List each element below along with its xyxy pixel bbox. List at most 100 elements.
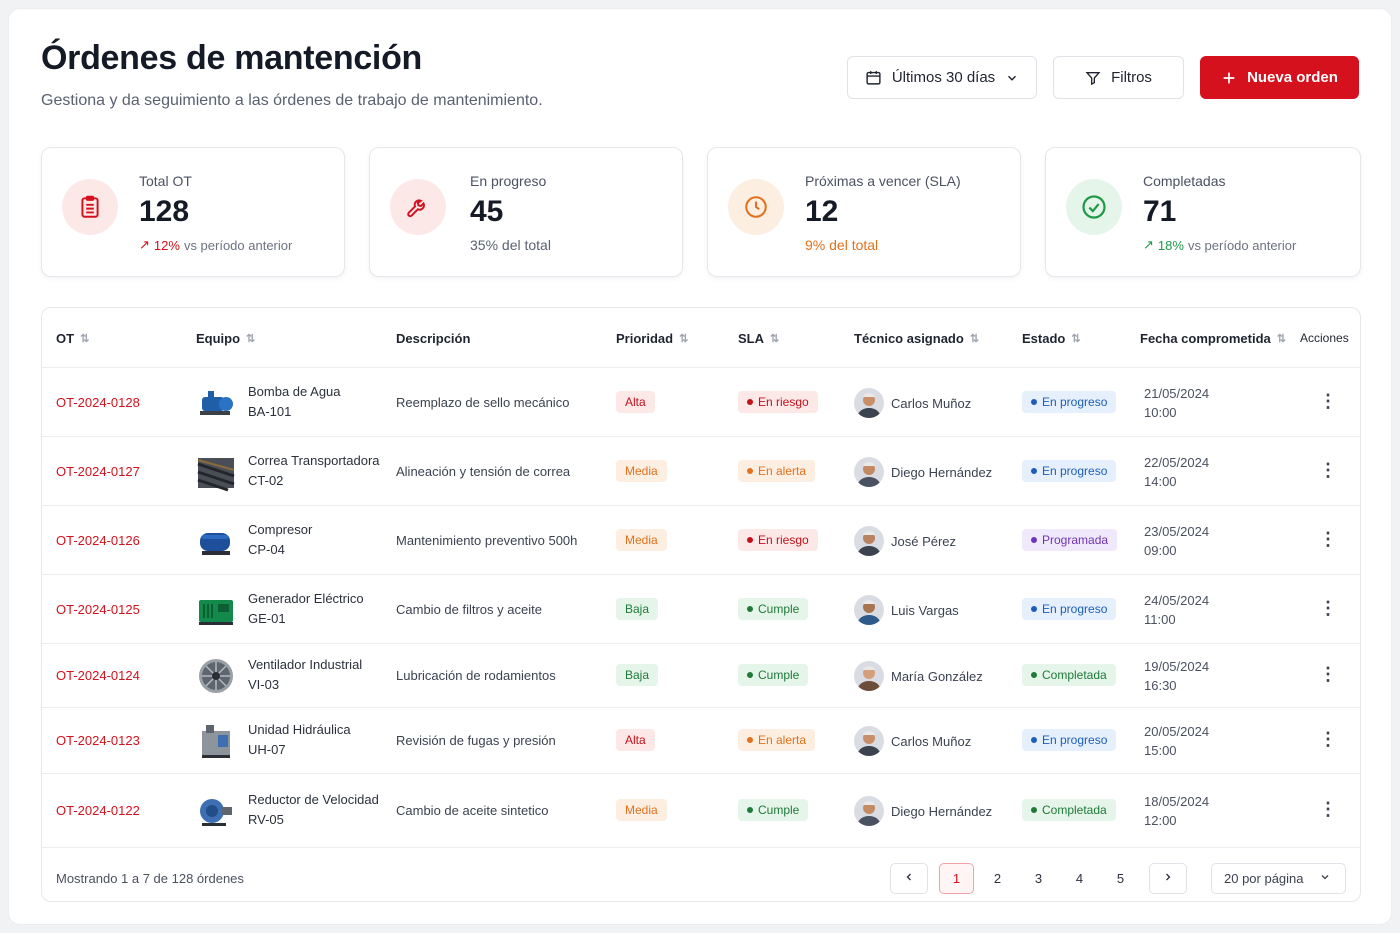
priority-badge: Alta [616, 390, 655, 413]
avatar [854, 796, 884, 826]
due-time: 10:00 [1144, 404, 1177, 420]
date-range-dropdown[interactable]: Últimos 30 días [847, 56, 1037, 99]
column-tecnico[interactable]: Técnico asignado ⇅ [854, 331, 979, 346]
description: Cambio de aceite sintetico [396, 803, 549, 818]
ot-link[interactable]: OT-2024-0125 [56, 601, 140, 617]
more-actions-icon[interactable]: ⋮ [1319, 390, 1337, 411]
due-time: 14:00 [1144, 473, 1177, 489]
column-ot[interactable]: OT ⇅ [56, 331, 89, 346]
kpi-label: Total OT [139, 173, 192, 189]
page-3-button[interactable]: 3 [1034, 871, 1043, 886]
equipment-code: CT-02 [248, 472, 284, 488]
page-title: Órdenes de mantención [41, 39, 423, 77]
kpi-in-progress: En progreso 45 35% del total [369, 147, 683, 277]
page-header: Órdenes de mantención Gestiona y da segu… [41, 39, 543, 110]
sort-icon: ⇅ [246, 333, 256, 345]
ot-link[interactable]: OT-2024-0123 [56, 733, 140, 748]
sla-label: Cumple [758, 668, 800, 682]
due-time: 16:30 [1144, 678, 1177, 693]
column-sla[interactable]: SLA ⇅ [738, 331, 779, 346]
equipment-image [196, 452, 236, 492]
page-4-button[interactable]: 4 [1075, 871, 1084, 886]
more-actions-icon[interactable]: ⋮ [1319, 459, 1337, 480]
chevron-left-icon [903, 871, 915, 886]
equipment-name: Ventilador Industrial [248, 657, 363, 672]
equipment-name: Bomba de Agua [248, 383, 341, 399]
column-fecha[interactable]: Fecha comprometida ⇅ [1140, 331, 1286, 346]
ot-link[interactable]: OT-2024-0128 [56, 394, 140, 410]
technician-name: Diego Hernández [891, 464, 993, 480]
due-date: 21/05/2024 [1144, 385, 1210, 401]
avatar [854, 387, 884, 418]
status-label: Completada [1042, 668, 1107, 682]
ot-link[interactable]: OT-2024-0126 [56, 532, 140, 548]
equipment-name: Unidad Hidráulica [248, 722, 351, 737]
plus-icon [1221, 70, 1237, 86]
status-badge: En progreso [1022, 459, 1117, 482]
chevron-down-icon [1319, 871, 1331, 886]
avatar [854, 456, 884, 487]
description: Lubricación de rodamientos [396, 668, 556, 683]
more-actions-icon[interactable]: ⋮ [1319, 528, 1337, 549]
status-label: En progreso [1042, 394, 1108, 409]
column-label: Prioridad [616, 331, 674, 346]
ot-link[interactable]: OT-2024-0127 [56, 463, 140, 479]
status-badge: Completada [1022, 799, 1116, 821]
per-page-select[interactable]: 20 por página [1211, 863, 1346, 894]
sla-label: En riesgo [758, 532, 809, 547]
technician-name: María González [891, 669, 983, 684]
sla-badge: En riesgo [738, 390, 818, 413]
ot-link[interactable]: OT-2024-0124 [56, 668, 140, 683]
status-label: En progreso [1042, 733, 1108, 747]
equipment-name: Reductor de Velocidad [248, 792, 379, 807]
column-label: Fecha comprometida [1140, 331, 1271, 346]
prev-page-button[interactable] [890, 863, 928, 894]
column-estado[interactable]: Estado ⇅ [1022, 331, 1081, 346]
kpi-value: 128 [139, 195, 190, 228]
pagination: 1 2 3 4 5 20 por página [890, 863, 1346, 894]
filters-button[interactable]: Filtros [1053, 56, 1184, 99]
column-equipo[interactable]: Equipo ⇅ [196, 331, 255, 346]
page-1-button[interactable]: 1 [939, 863, 974, 894]
equipment-code: RV-05 [248, 812, 284, 827]
more-actions-icon[interactable]: ⋮ [1319, 664, 1337, 684]
more-actions-icon[interactable]: ⋮ [1319, 799, 1337, 819]
kpi-cards: Total OT 128 ↗ 12% vs período anterior E… [41, 147, 1361, 277]
equipment-name: Compresor [248, 521, 313, 537]
kpi-foot: 35% del total [470, 237, 551, 253]
ot-link[interactable]: OT-2024-0122 [56, 803, 140, 818]
sla-badge: En alerta [738, 459, 816, 482]
sort-icon: ⇅ [770, 333, 780, 345]
page-5-button[interactable]: 5 [1116, 871, 1125, 886]
due-date: 22/05/2024 [1144, 454, 1210, 470]
technician-name: Carlos Muñoz [891, 395, 972, 411]
kpi-label: En progreso [470, 173, 547, 189]
next-page-button[interactable] [1149, 863, 1187, 894]
equipment-image [196, 383, 236, 423]
more-actions-icon[interactable]: ⋮ [1319, 729, 1337, 749]
column-prioridad[interactable]: Prioridad ⇅ [616, 331, 688, 346]
technician-name: José Pérez [891, 533, 957, 549]
equipment-code: UH-07 [248, 742, 286, 757]
more-actions-icon[interactable]: ⋮ [1319, 597, 1337, 618]
column-label: Acciones [1300, 331, 1349, 345]
technician-name: Carlos Muñoz [891, 734, 972, 749]
due-date: 18/05/2024 [1144, 794, 1210, 809]
sort-icon: ⇅ [1276, 333, 1286, 345]
sla-label: En alerta [758, 463, 807, 478]
due-date: 19/05/2024 [1144, 659, 1210, 674]
status-badge: Completada [1022, 664, 1116, 686]
kpi-trend-pct: 12% [153, 237, 180, 253]
page-2-button[interactable]: 2 [993, 871, 1002, 886]
filter-icon [1085, 70, 1101, 86]
description: Reemplazo de sello mecánico [396, 394, 570, 410]
new-order-button[interactable]: Nueva orden [1200, 56, 1359, 99]
table-row: OT-2024-0127 Correa Transportadora CT-02 Al… [42, 437, 1360, 506]
description: Alineación y tensión de correa [396, 463, 571, 479]
status-badge: En progreso [1022, 729, 1117, 751]
status-label: Programada [1042, 532, 1109, 547]
column-label: SLA [738, 331, 764, 346]
due-time: 12:00 [1144, 813, 1177, 828]
check-circle-icon [1066, 179, 1122, 235]
page-subtitle: Gestiona y da seguimiento a las órdenes … [41, 92, 543, 109]
